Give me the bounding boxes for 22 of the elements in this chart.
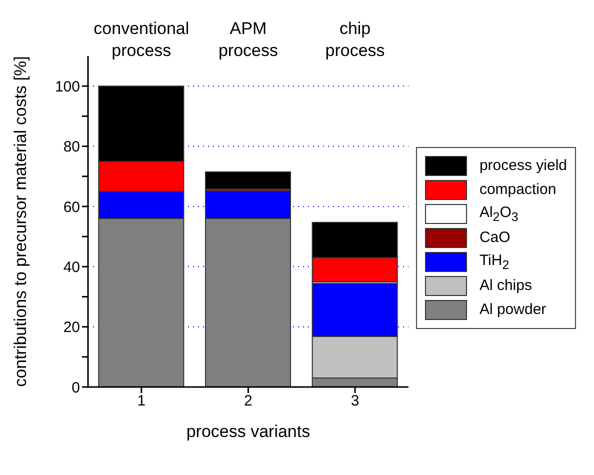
x-tick-label: 1 (137, 392, 146, 410)
legend-label: compaction (479, 181, 556, 198)
y-tick-label: 60 (63, 198, 80, 216)
y-tick-label: 40 (63, 258, 80, 276)
x-axis-title: process variants (186, 422, 310, 441)
legend-label: Al chips (479, 277, 532, 294)
annotation: APM process (218, 19, 278, 60)
bar (205, 171, 291, 190)
legend-label: Al powder (479, 301, 546, 318)
annotation: chip process (325, 19, 385, 60)
legend-label: TiH$_{2}$ (479, 252, 510, 272)
legend-label: Al$_{2}$O$_{3}$ (479, 204, 518, 224)
annotation: conventional process (94, 19, 190, 60)
y-tick-label: 20 (63, 319, 80, 336)
x-tick-label: 3 (350, 392, 360, 410)
y-tick-label: 100 (54, 78, 80, 96)
y-tick-label: 0 (72, 379, 80, 396)
x-tick-label: 2 (244, 392, 252, 410)
legend-label: CaO (479, 229, 510, 246)
legend-label: process yield (479, 157, 567, 174)
y-axis-title: contributions to precursor material costs [%] (11, 56, 30, 387)
y-tick-label: 80 (63, 138, 80, 156)
